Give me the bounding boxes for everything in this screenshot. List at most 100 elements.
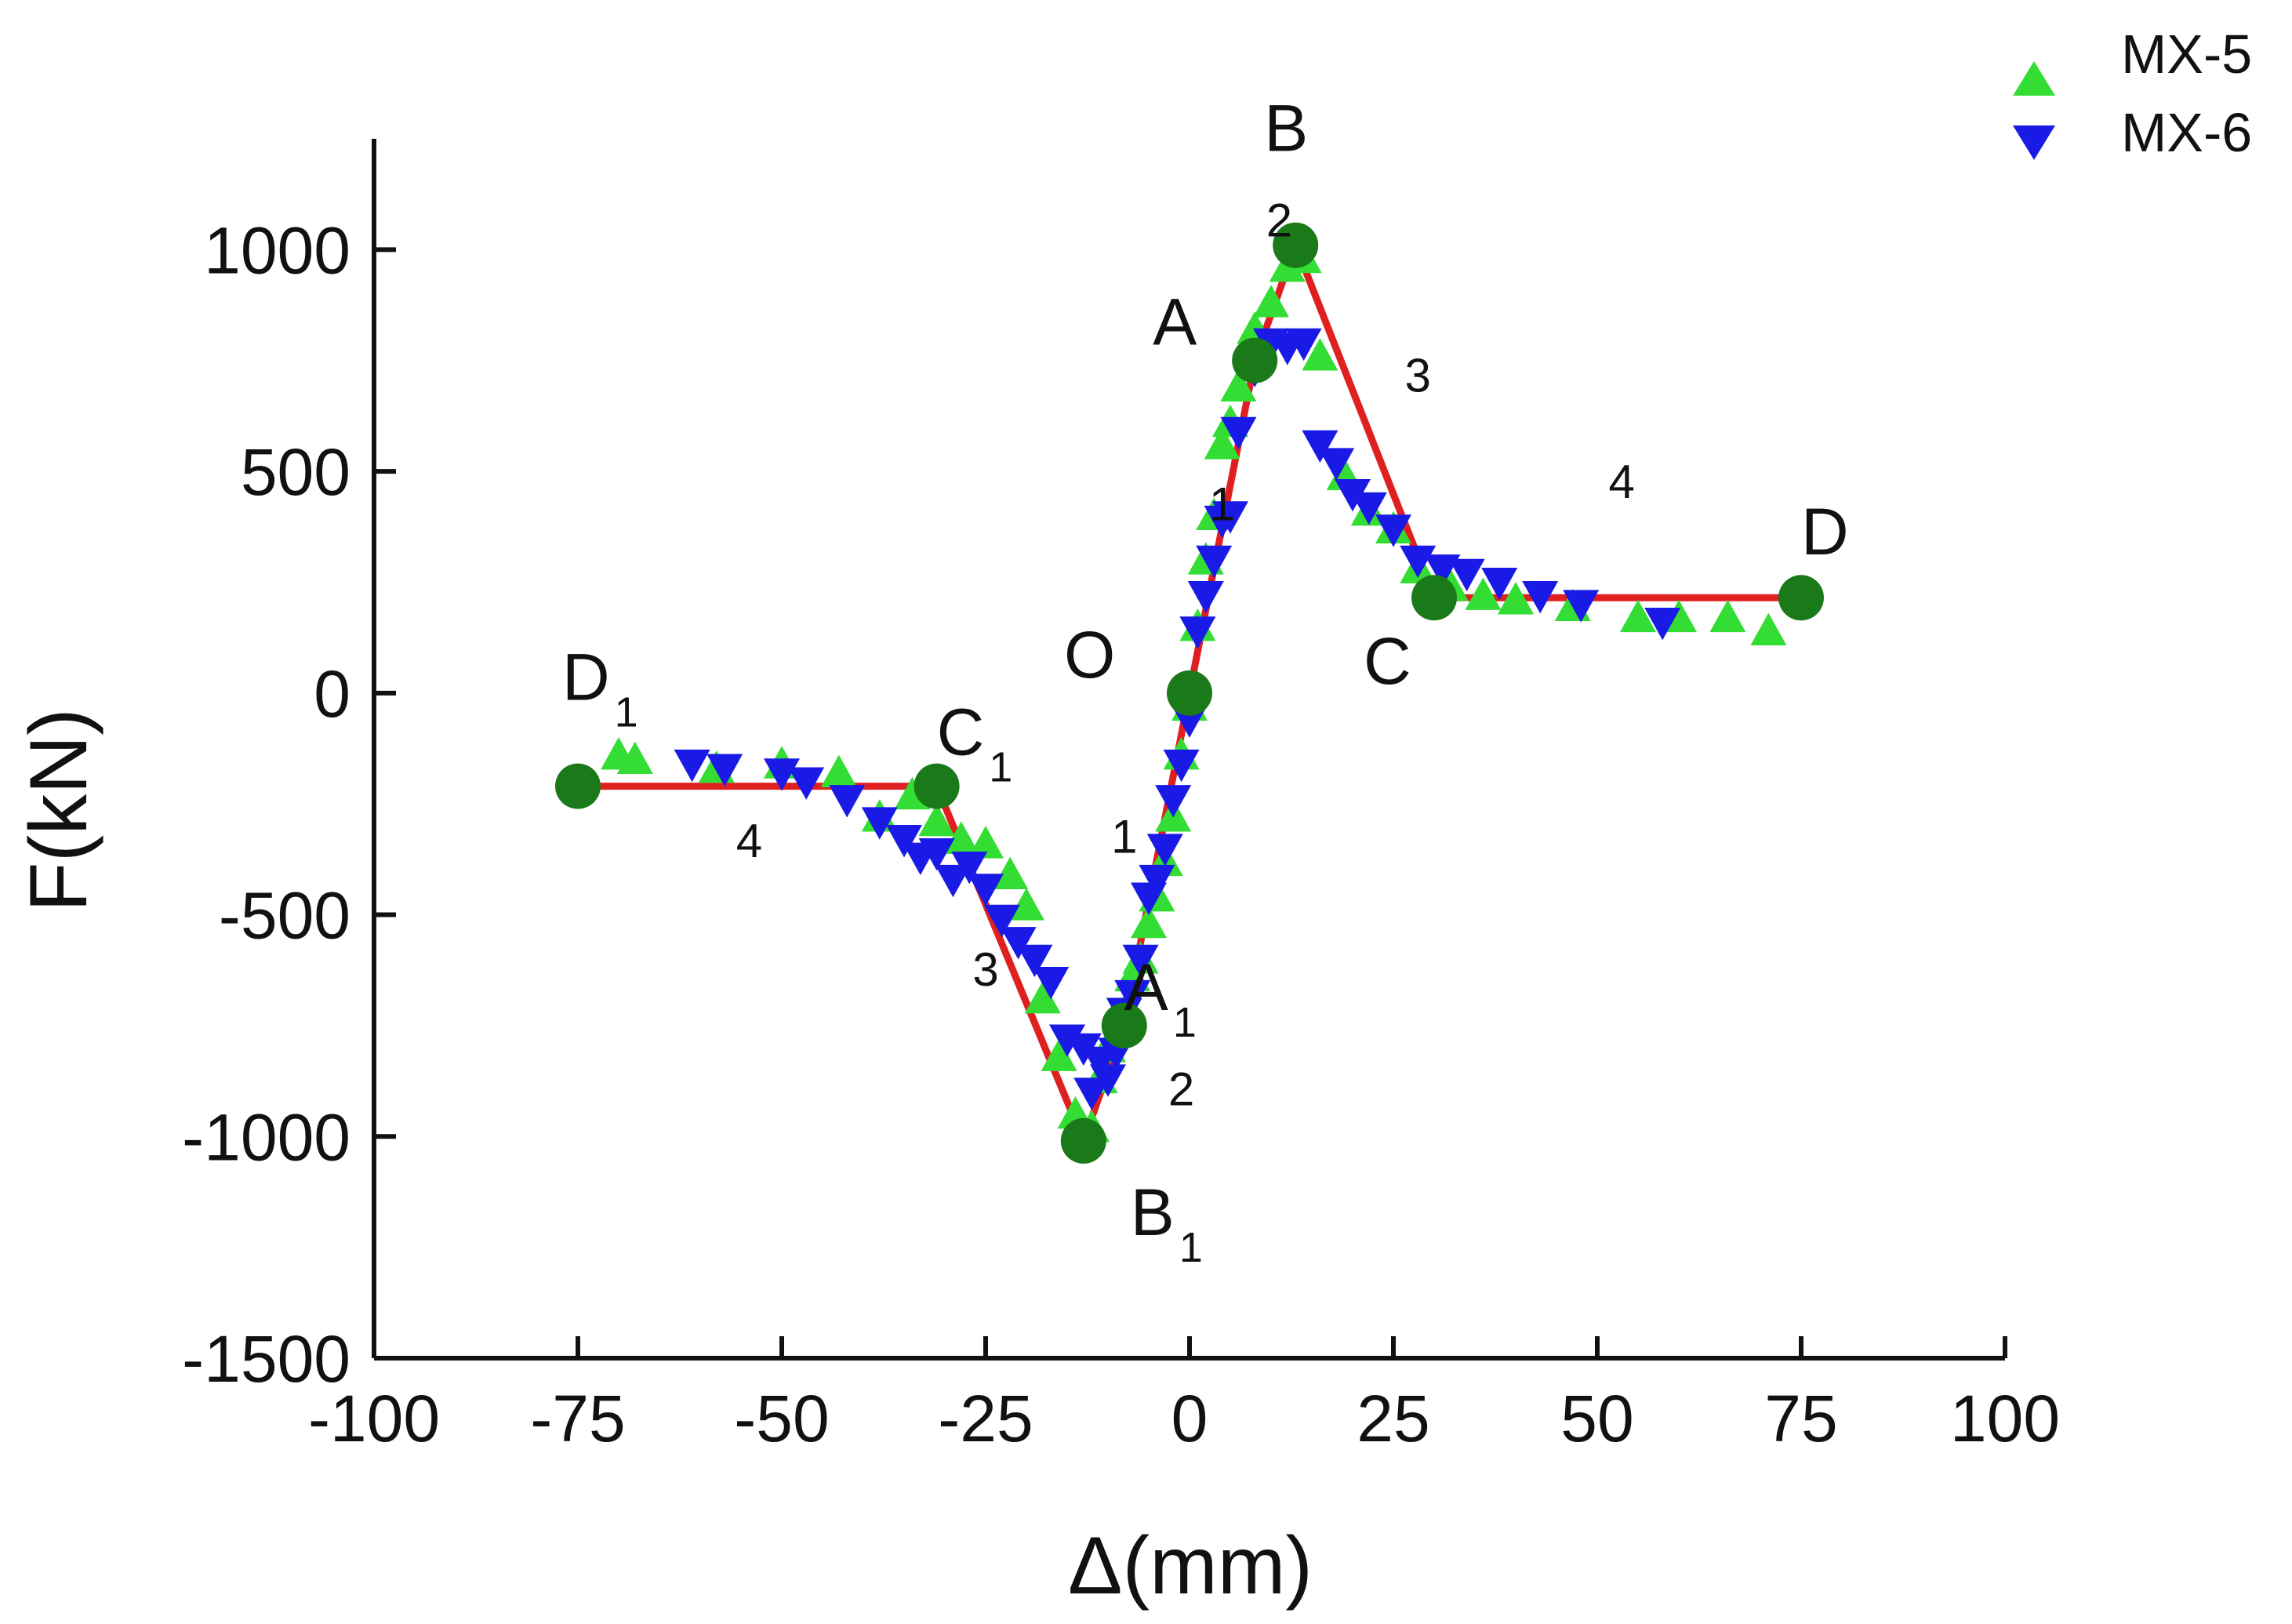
- mx-6-point: [1302, 430, 1339, 463]
- mx-6-point: [1122, 944, 1159, 978]
- mx-6-point: [1016, 944, 1053, 978]
- y-tick-label: -1500: [182, 1322, 351, 1396]
- y-tick-label: 500: [241, 435, 351, 509]
- mx-6-point: [1196, 545, 1233, 579]
- key-point-label: A: [1153, 285, 1197, 359]
- x-tick-label: 75: [1764, 1382, 1837, 1455]
- mx-5-point: [1024, 980, 1061, 1014]
- mx-5-point: [1041, 1038, 1077, 1071]
- mx-6-point: [1155, 785, 1192, 818]
- mx-6-point: [1220, 416, 1257, 450]
- mx-5-point: [1253, 285, 1289, 318]
- y-axis-title: F(kN): [13, 708, 104, 912]
- segment-label: 4: [736, 815, 762, 867]
- x-tick-label: -25: [938, 1382, 1033, 1455]
- y-tick-label: 0: [314, 657, 351, 731]
- mx-6-point: [1114, 979, 1151, 1013]
- key-point-marker: [914, 763, 960, 809]
- mx-6-point: [886, 825, 922, 858]
- legend-marker-mx-5: [2013, 61, 2055, 96]
- key-point-marker: [1411, 575, 1457, 621]
- key-points: [555, 222, 1824, 1164]
- mx-5-point: [1302, 338, 1339, 371]
- mx-6-point: [1000, 927, 1037, 960]
- mx-6-point: [1033, 966, 1070, 1000]
- mx-5-point: [1204, 427, 1240, 460]
- mx-6-point: [918, 837, 955, 871]
- segment-label: 4: [1609, 456, 1635, 508]
- x-tick-label: -50: [734, 1382, 829, 1455]
- mx-6-point: [1187, 581, 1224, 614]
- mx-6-point: [706, 754, 743, 787]
- y-tick-label: -500: [219, 879, 351, 953]
- key-point-label: D: [1801, 495, 1849, 569]
- legend-label-mx-5: MX-5: [2121, 24, 2252, 85]
- key-point-marker: [1167, 670, 1212, 716]
- legend-label-mx-6: MX-6: [2121, 102, 2252, 163]
- legend-marker-mx-6: [2013, 125, 2055, 160]
- mx-6-point: [1481, 568, 1518, 601]
- mx-6-point: [1212, 501, 1248, 534]
- y-tick-label: 1000: [204, 213, 351, 287]
- segment-label: 3: [972, 943, 998, 996]
- mx-6-point: [764, 758, 800, 791]
- x-tick-label: -100: [308, 1382, 440, 1455]
- mx-6-point: [1350, 492, 1387, 525]
- key-point-subscript: 1: [1173, 999, 1197, 1046]
- mx-6-point: [1448, 558, 1485, 592]
- mx-6-point: [788, 767, 825, 800]
- mx-6-point: [674, 749, 710, 783]
- segment-label: 2: [1266, 194, 1292, 246]
- mx-6-point: [1163, 749, 1200, 783]
- key-point-marker: [1778, 575, 1824, 621]
- mx-6-point: [1146, 834, 1183, 866]
- segment-label: 2: [1168, 1063, 1194, 1116]
- x-tick-label: 0: [1171, 1382, 1208, 1455]
- mx-5-point: [1750, 612, 1787, 646]
- mx-6-point: [1179, 616, 1216, 649]
- x-tick-label: 25: [1357, 1382, 1429, 1455]
- mx-5-point: [1465, 577, 1502, 610]
- mx-6-point: [829, 785, 866, 818]
- ticks: -100 -75 -50 -25 0 25 50 75 100 -1500 -1000 -500 0 50…: [182, 213, 2060, 1455]
- mx-6-point: [983, 904, 1020, 938]
- key-point-marker: [1101, 1002, 1147, 1048]
- mx-6-point: [935, 864, 972, 898]
- x-tick-label: -75: [530, 1382, 625, 1455]
- mx-6-point: [861, 807, 898, 840]
- key-point-marker: [1232, 337, 1278, 383]
- mx-6-point: [1073, 1077, 1110, 1110]
- mx-6-point: [968, 874, 1004, 906]
- mx-6-point: [1139, 864, 1175, 898]
- key-point-subscript: 1: [1179, 1224, 1203, 1271]
- key-point-label: C: [1364, 624, 1411, 698]
- key-point-marker: [1273, 222, 1319, 268]
- mx-5-point: [992, 856, 1029, 890]
- key-point-marker: [1060, 1117, 1106, 1164]
- mx-5-point: [1220, 369, 1257, 402]
- mx-6-point: [1285, 328, 1322, 361]
- x-axis-title: Δ(mm): [1068, 1520, 1313, 1611]
- key-point-subscript: 1: [989, 744, 1012, 791]
- mx-5-point: [943, 821, 979, 854]
- mx-5-point: [820, 754, 857, 787]
- mx-5-point: [1008, 888, 1044, 921]
- mx-5-point: [1131, 905, 1167, 939]
- key-point-label: O: [1064, 618, 1115, 692]
- y-tick-label: -1000: [182, 1100, 351, 1174]
- mx-5-point: [968, 826, 1004, 859]
- mx-6-point: [951, 851, 988, 885]
- x-tick-label: 50: [1560, 1382, 1633, 1455]
- mx-5-point: [616, 741, 653, 775]
- mx-6-point: [1644, 607, 1681, 641]
- mx-5-point: [918, 803, 955, 837]
- mx-6-point: [1563, 590, 1600, 623]
- mx-5-point: [1620, 599, 1656, 633]
- mx-6-point: [1375, 514, 1411, 547]
- segment-label: 1: [1111, 810, 1137, 863]
- mx-6-point: [1522, 581, 1559, 614]
